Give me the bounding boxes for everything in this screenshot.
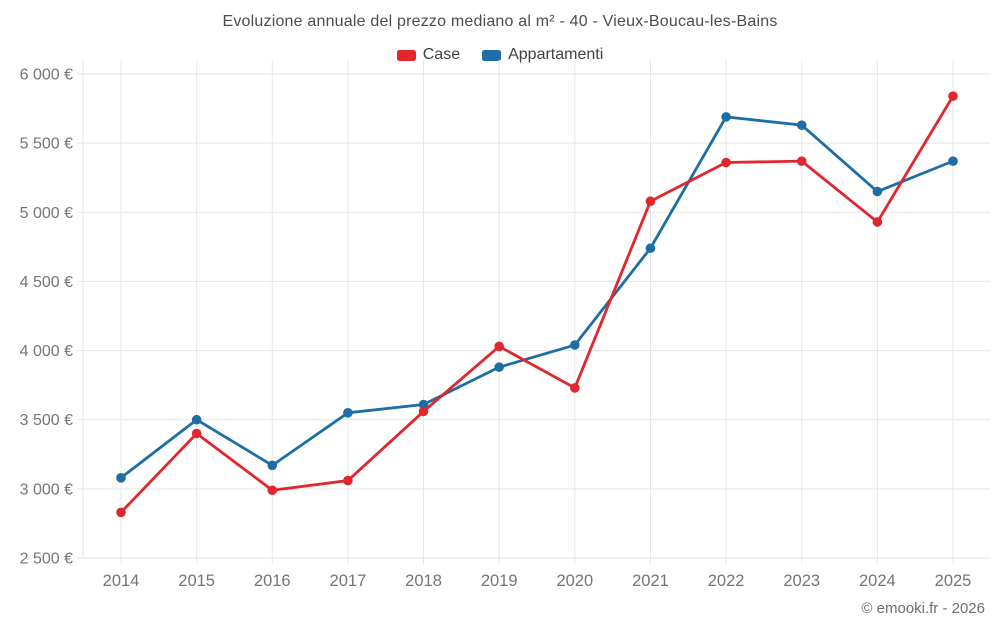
x-axis-label: 2019 — [481, 572, 518, 590]
case-point-2023[interactable] — [796, 156, 807, 166]
appartamenti-point-2025[interactable] — [948, 156, 958, 166]
legend-swatch-case — [396, 49, 416, 61]
case-point-2018[interactable] — [418, 406, 429, 417]
y-axis-label: 2 500 € — [20, 551, 73, 568]
case-point-2021[interactable] — [645, 196, 656, 207]
legend-label-case: Case — [422, 46, 461, 63]
appartamenti-point-2014[interactable] — [116, 472, 126, 483]
chart-title: Evoluzione annuale del prezzo mediano al… — [222, 13, 778, 30]
case-point-2022[interactable] — [721, 157, 731, 168]
case-point-2025[interactable] — [948, 91, 958, 101]
x-axis-label: 2020 — [556, 572, 593, 590]
legend-item-case[interactable]: Case — [396, 46, 461, 64]
appartamenti-point-2018[interactable] — [418, 399, 429, 410]
y-axis-label: 5 500 € — [20, 136, 73, 153]
x-axis-label: 2025 — [935, 572, 972, 590]
x-axis-label: 2023 — [783, 572, 820, 590]
legend-swatch-appartamenti — [482, 49, 502, 61]
x-axis-label: 2016 — [254, 572, 291, 590]
y-axis-label: 5 000 € — [20, 205, 73, 222]
x-axis-label: 2022 — [708, 572, 745, 590]
x-axis-label: 2015 — [178, 572, 215, 590]
appartamenti-point-2022[interactable] — [721, 112, 731, 122]
legend-item-appartamenti[interactable]: Appartamenti — [482, 46, 603, 64]
x-axis-label: 2014 — [103, 572, 140, 590]
x-axis-label: 2021 — [632, 572, 669, 590]
y-axis-label: 6 000 € — [20, 67, 73, 84]
appartamenti-point-2023[interactable] — [796, 120, 807, 130]
y-axis-label: 4 000 € — [20, 343, 73, 360]
appartamenti-point-2020[interactable] — [570, 340, 580, 350]
case-point-2020[interactable] — [570, 383, 580, 393]
case-point-2016[interactable] — [267, 485, 278, 496]
case-line — [119, 94, 955, 514]
footer-credit: © emooki.fr - 2026 — [861, 600, 985, 617]
y-axis-label: 3 500 € — [20, 412, 73, 429]
y-axis-label: 3 000 € — [20, 481, 73, 498]
appartamenti-point-2019[interactable] — [494, 362, 504, 372]
legend: Case Appartamenti — [0, 46, 1000, 64]
x-axis-label: 2017 — [330, 572, 367, 590]
appartamenti-line — [119, 115, 955, 480]
appartamenti-point-2016[interactable] — [267, 460, 278, 471]
case-point-2024[interactable] — [872, 217, 883, 227]
case-point-2015[interactable] — [191, 428, 202, 439]
appartamenti-point-2024[interactable] — [872, 186, 883, 197]
case-point-2017[interactable] — [343, 475, 353, 486]
appartamenti-point-2021[interactable] — [645, 243, 656, 254]
case-point-2014[interactable] — [116, 507, 126, 518]
y-axis-label: 4 500 € — [20, 274, 73, 291]
case-point-2019[interactable] — [494, 341, 504, 352]
x-axis-label: 2024 — [859, 572, 896, 590]
appartamenti-point-2017[interactable] — [343, 408, 353, 418]
appartamenti-point-2015[interactable] — [191, 414, 202, 425]
legend-label-appartamenti: Appartamenti — [508, 46, 604, 63]
x-axis-label: 2018 — [405, 572, 442, 590]
